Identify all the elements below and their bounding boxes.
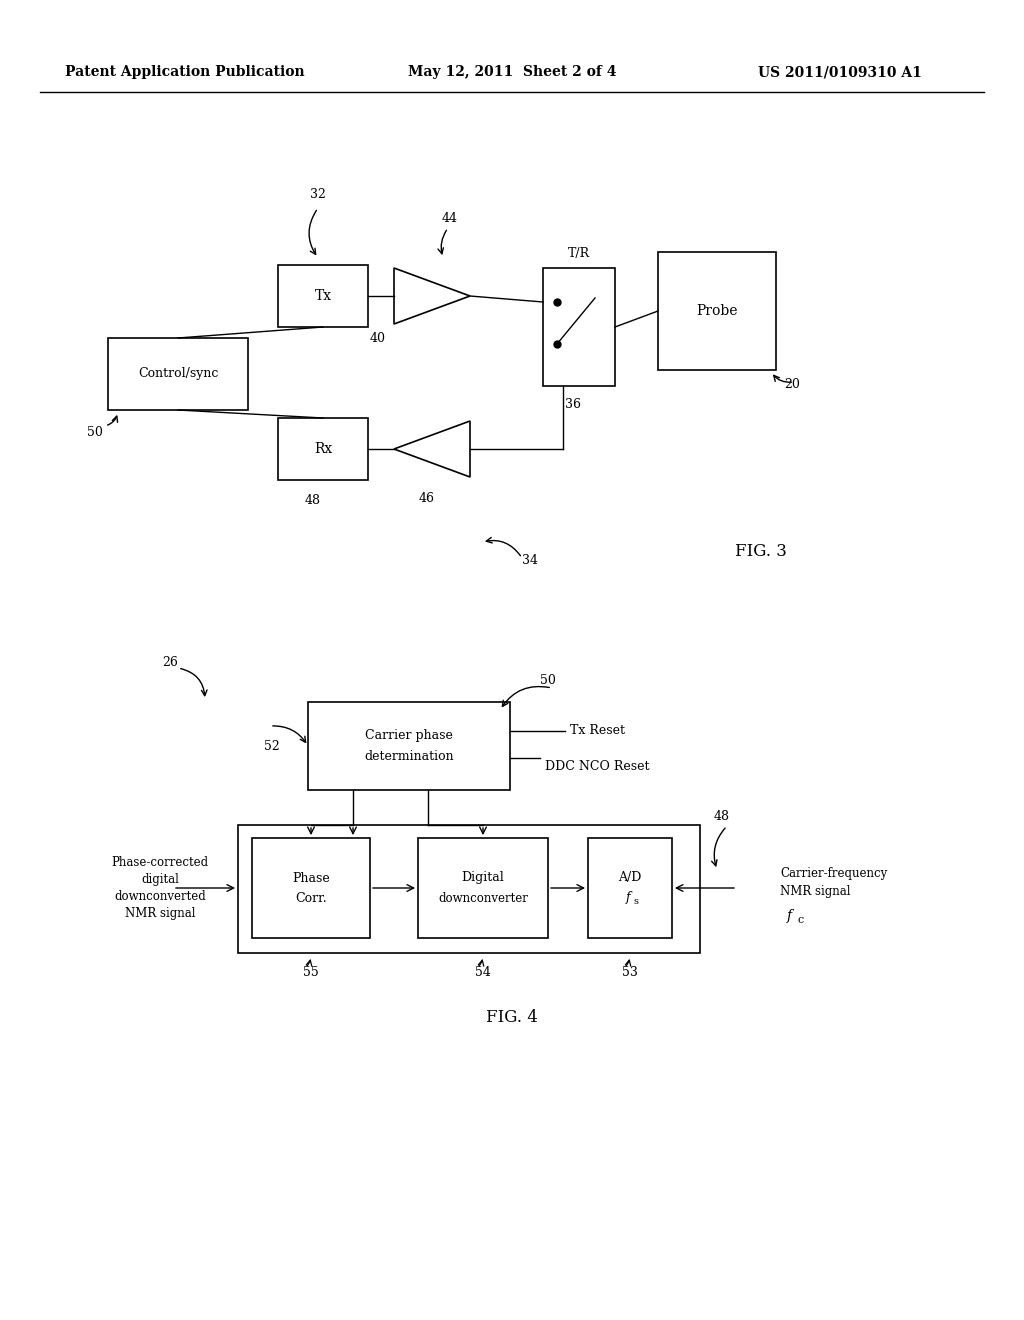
Text: T/R: T/R [568, 248, 590, 260]
Text: f: f [787, 909, 793, 923]
Text: downconverted: downconverted [114, 891, 206, 903]
Text: May 12, 2011  Sheet 2 of 4: May 12, 2011 Sheet 2 of 4 [408, 65, 616, 79]
Text: Tx Reset: Tx Reset [570, 725, 625, 738]
Text: NMR signal: NMR signal [780, 886, 851, 899]
Text: Phase-corrected: Phase-corrected [112, 857, 209, 870]
Text: Carrier-frequency: Carrier-frequency [780, 867, 887, 880]
Text: 34: 34 [522, 553, 538, 566]
Text: Probe: Probe [696, 304, 737, 318]
Text: 44: 44 [442, 211, 458, 224]
Text: 48: 48 [305, 494, 321, 507]
Text: Carrier phase: Carrier phase [366, 730, 453, 742]
Text: 55: 55 [303, 966, 318, 979]
Text: 20: 20 [784, 378, 800, 391]
Text: Rx: Rx [314, 442, 332, 455]
Text: s: s [633, 898, 638, 907]
Text: US 2011/0109310 A1: US 2011/0109310 A1 [758, 65, 922, 79]
Text: 50: 50 [540, 673, 556, 686]
Text: A/D: A/D [618, 871, 642, 884]
Bar [108, 338, 248, 411]
Bar [278, 418, 368, 480]
Bar [308, 702, 510, 789]
Text: FIG. 3: FIG. 3 [735, 544, 786, 561]
Text: 26: 26 [162, 656, 178, 668]
Text: 53: 53 [622, 966, 638, 979]
Text: DDC NCO Reset: DDC NCO Reset [545, 759, 649, 772]
Text: Tx: Tx [314, 289, 332, 304]
Bar [658, 252, 776, 370]
Bar [543, 268, 615, 385]
Text: downconverter: downconverter [438, 891, 528, 904]
Text: Control/sync: Control/sync [138, 367, 218, 380]
Bar [252, 838, 370, 939]
Text: 32: 32 [310, 189, 326, 202]
Text: 36: 36 [565, 397, 581, 411]
Bar [418, 838, 548, 939]
Text: FIG. 4: FIG. 4 [486, 1010, 538, 1027]
Text: determination: determination [365, 750, 454, 763]
Text: digital: digital [141, 874, 179, 887]
Bar [278, 265, 368, 327]
Text: Patent Application Publication: Patent Application Publication [66, 65, 305, 79]
Text: c: c [797, 915, 803, 925]
Bar [238, 825, 700, 953]
Text: 52: 52 [264, 739, 280, 752]
Text: Corr.: Corr. [295, 891, 327, 904]
Text: 54: 54 [475, 966, 490, 979]
Text: Phase: Phase [292, 871, 330, 884]
Bar [588, 838, 672, 939]
Text: 40: 40 [370, 333, 386, 346]
Text: 46: 46 [419, 492, 435, 506]
Text: f: f [626, 891, 631, 904]
Text: Digital: Digital [462, 871, 505, 884]
Text: 50: 50 [87, 425, 103, 438]
Text: NMR signal: NMR signal [125, 908, 196, 920]
Text: 48: 48 [714, 809, 730, 822]
